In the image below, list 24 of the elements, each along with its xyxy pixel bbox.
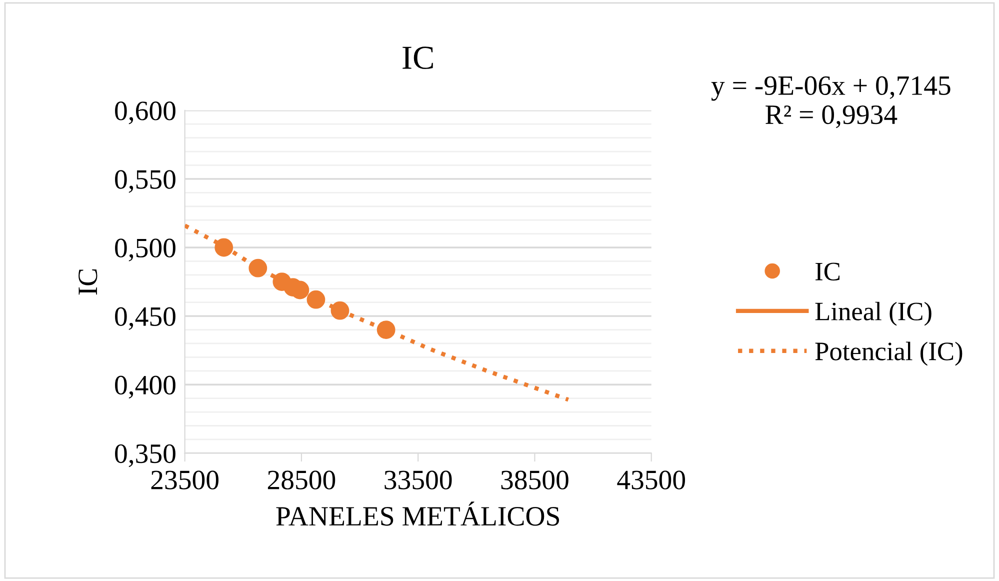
- legend-label: Lineal (IC): [815, 302, 932, 326]
- legend-label: Potencial (IC): [815, 342, 962, 366]
- y-tick-label: 0,350: [115, 444, 176, 468]
- y-tick-label: 0,450: [115, 307, 176, 330]
- x-tick-label: 23500: [151, 470, 218, 490]
- point: [248, 258, 268, 278]
- y-tick-label: 0,400: [115, 376, 176, 399]
- x-tick-label: 33500: [384, 470, 452, 490]
- text: y = -9E-06x + 0,7145 R² = 0,9934: [711, 76, 950, 128]
- x-tick-label: 43500: [617, 470, 686, 490]
- point: [376, 320, 396, 339]
- legend-label: IC: [816, 262, 840, 280]
- x-tick-label: 38500: [501, 470, 568, 490]
- line-series: [184, 223, 570, 402]
- y-axis-title: IC: [78, 269, 98, 295]
- y-tick-label: 0,550: [115, 170, 176, 193]
- y-tick-label: 0,600: [115, 102, 176, 124]
- x-axis-title: PANELES METÁLICOS: [276, 502, 560, 526]
- chart-title: IC: [402, 46, 433, 70]
- y-tick-label: 0,500: [115, 238, 176, 262]
- point: [214, 238, 234, 257]
- point: [306, 290, 326, 309]
- x-tick-label: 28500: [268, 470, 336, 490]
- point: [330, 301, 350, 320]
